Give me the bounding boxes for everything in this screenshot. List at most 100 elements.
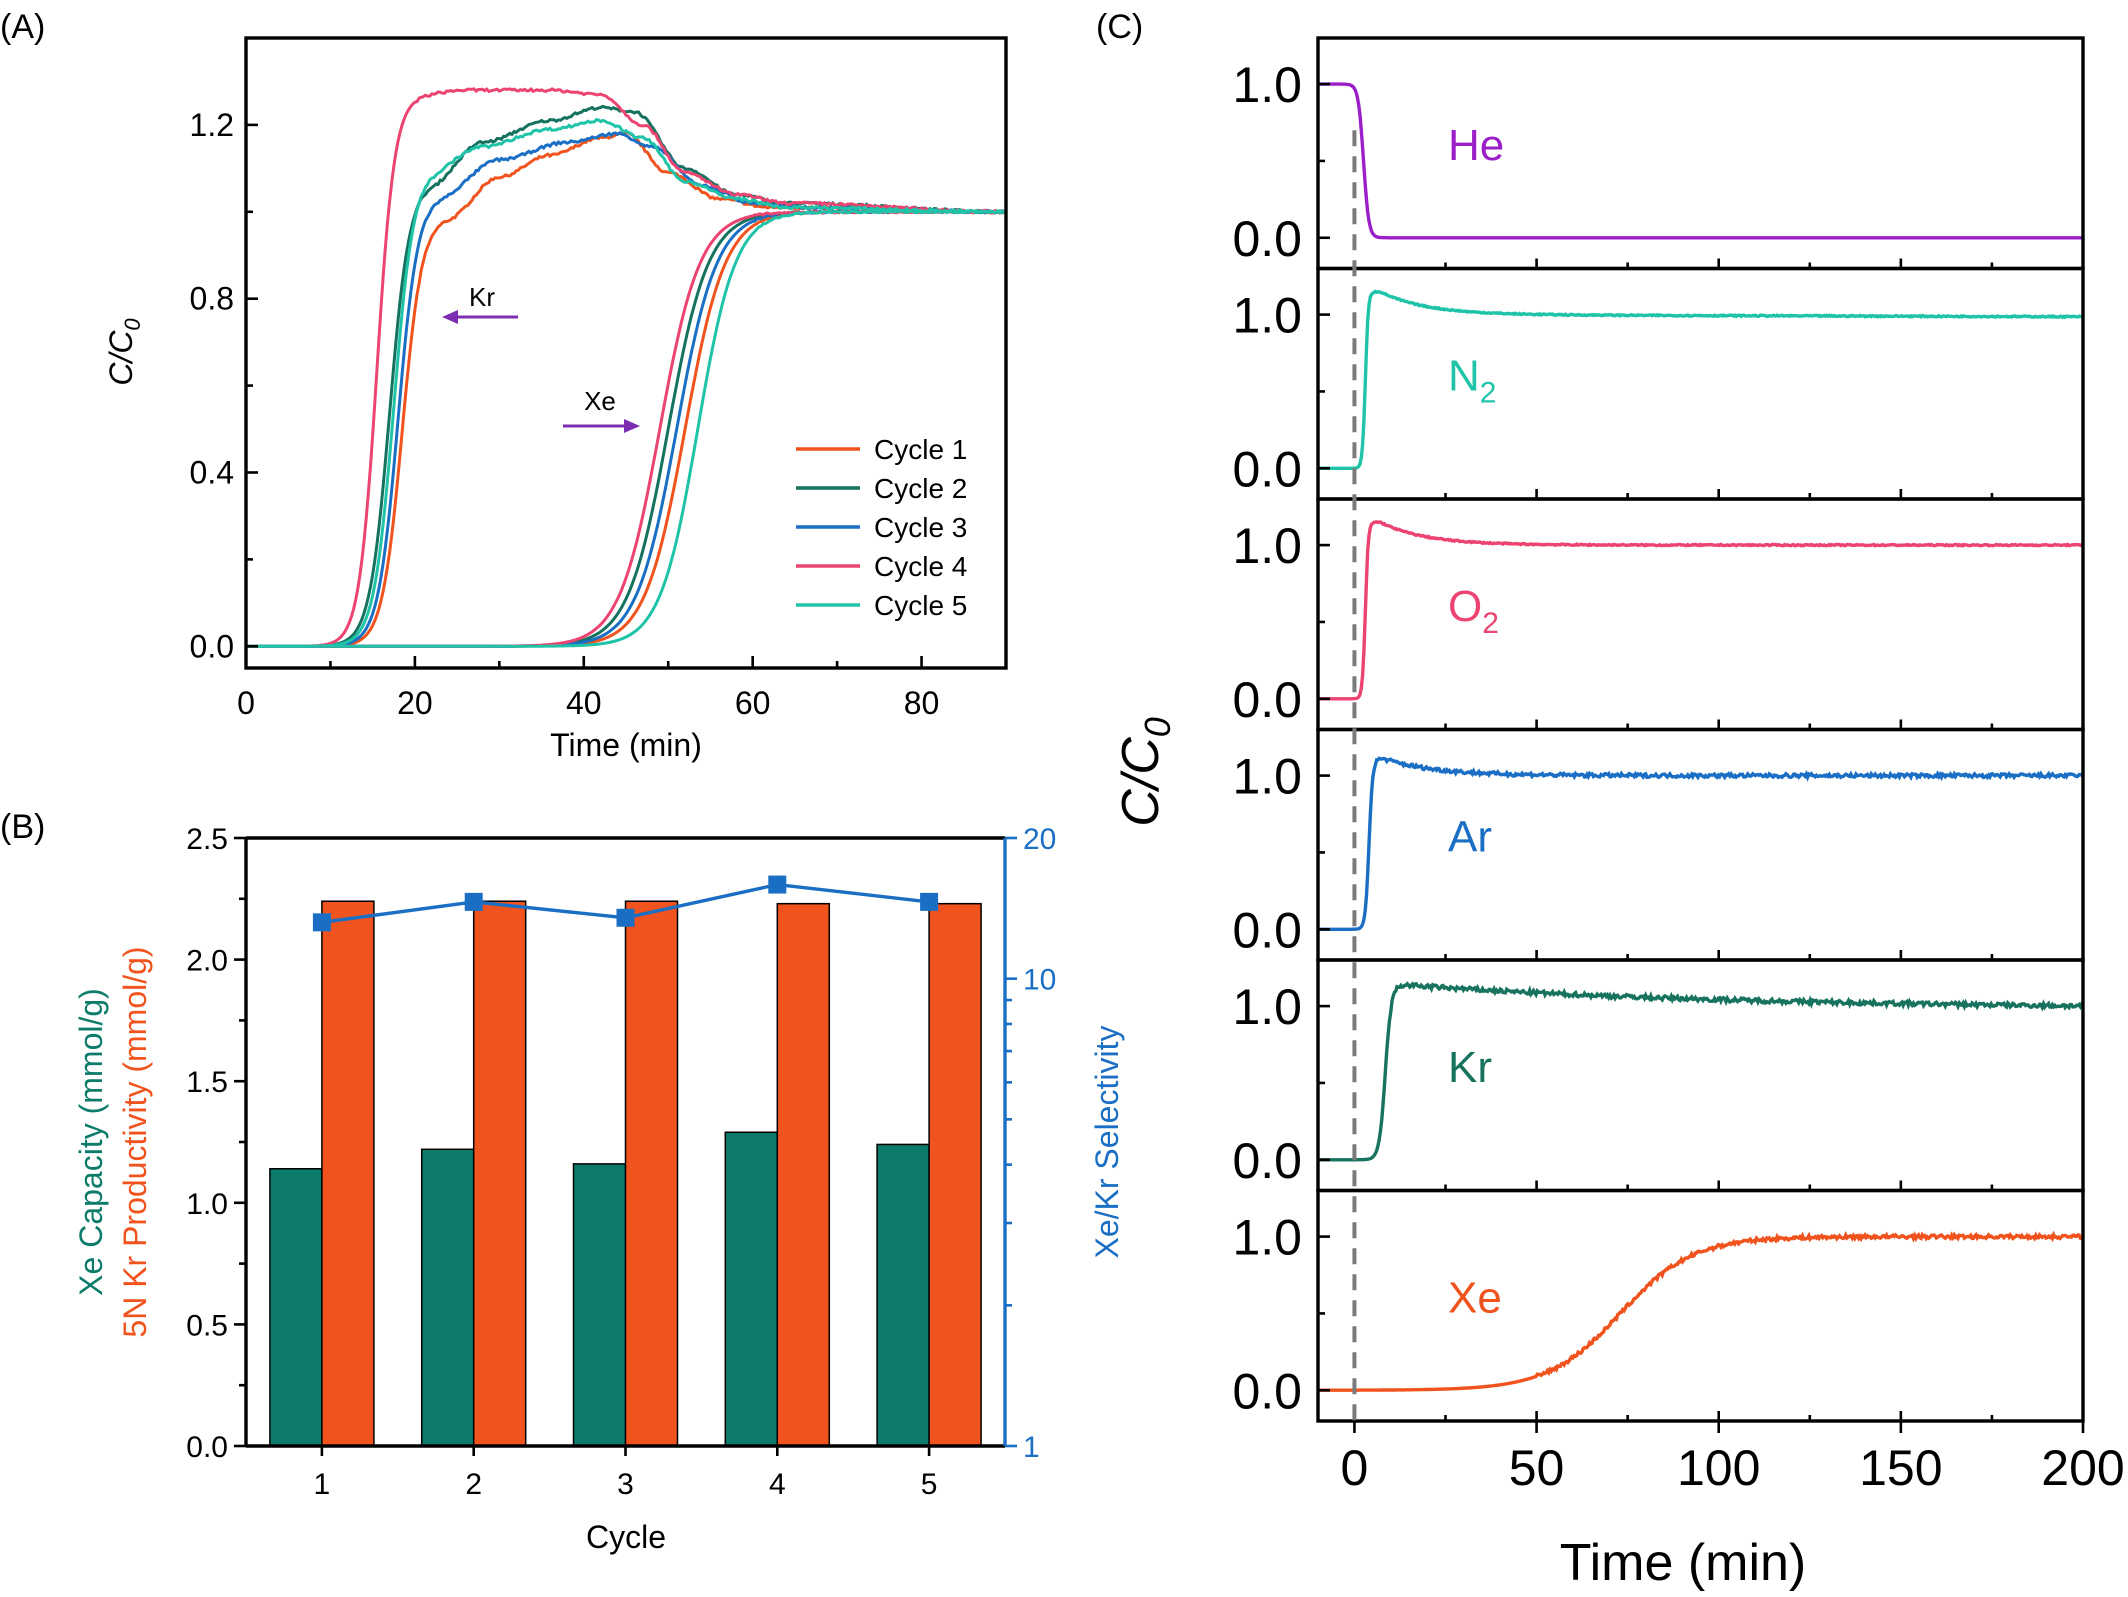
panel-a-ylabel-main: C/C [103,330,139,386]
panel-b-ticks: 1 2 3 4 5 0.0 0.5 1.0 1.5 2.0 2.5 1 10 20 [186,823,1056,1501]
panel-a-ytick-label: 0.4 [190,454,234,490]
panel-b-ytick-label: 0.5 [186,1309,228,1342]
panel-b-xtick-label: 5 [921,1468,938,1501]
subplot-ytick-label: 1.0 [1232,57,1302,113]
subplot-Kr: 0.0 1.0 Kr [1232,958,2085,1193]
panel-b-ytick-label: 1.5 [186,1066,228,1099]
cycle-5-kr-line [246,117,1007,648]
panel-a-ytick-label: 0.8 [190,281,234,317]
panel-b-label: (B) [0,808,45,846]
panel-b-xtick-label: 4 [769,1468,786,1501]
panel-b-ytick-label: 2.0 [186,945,228,978]
panel-c: (C) 0.01.0He0.01.0N20.01.0O20.01.0Ar0.01… [1096,8,2125,1592]
subplot-frame-He [1316,36,2085,271]
selectivity-point [768,875,787,894]
gas-label-main: Ar [1448,813,1492,862]
panel-c-xtick-label: 150 [1859,1440,1942,1496]
subplot-ytick-label: 1.0 [1232,979,1302,1035]
legend-label-cycle-3: Cycle 3 [874,512,967,543]
subplot-frame-Xe [1316,1188,2085,1423]
selectivity-point [920,892,939,911]
gas-label-main: O [1448,582,1482,631]
breakthrough-curve-N2 [1318,289,2083,470]
xe-capacity-bar [269,1168,323,1447]
panel-b-ylabel-selectivity: Xe/Kr Selectivity [1089,1026,1125,1259]
panel-c-xtick-label: 200 [2041,1440,2124,1496]
panel-a-series [246,86,1007,648]
gas-label-N2: N2 [1448,352,1496,410]
breakthrough-curve-Kr [1318,981,2085,1162]
legend-label-cycle-2: Cycle 2 [874,473,967,504]
xe-capacity-bar [876,1143,930,1447]
panel-c-xlabel: Time (min) [1560,1534,1807,1592]
xe-annotation-label: Xe [584,386,616,416]
subplot-frame-O2 [1316,497,2085,732]
panel-c-xtick-label: 100 [1677,1440,1760,1496]
subplot-ytick-label: 0.0 [1232,1133,1302,1189]
subplot-Ar: 0.0 1.0 Ar [1232,727,2085,962]
kr-productivity-bar [928,902,982,1447]
subplot-ytick-label: 1.0 [1232,749,1302,805]
subplot-ytick-label: 0.0 [1232,441,1302,497]
kr-productivity-bar [776,902,831,1447]
panel-c-ylabel-sub: 0 [1137,717,1178,737]
gas-label-main: N [1448,352,1480,401]
panel-c-subplots: 0.01.0He0.01.0N20.01.0O20.01.0Ar0.01.0Kr… [1232,36,2085,1423]
subplot-ytick-label: 1.0 [1232,288,1302,344]
xe-annotation: Xe [563,386,640,433]
subplot-N2: 0.0 1.0 N2 [1232,266,2085,501]
panel-a-label: (A) [0,8,45,46]
subplot-ytick-label: 0.0 [1232,902,1302,958]
xe-capacity-bar [420,1148,475,1447]
selectivity-point [616,908,635,927]
panel-a-xtick-label: 80 [904,685,940,721]
xe-arrow-head-icon [624,419,640,433]
panel-b-right-tick-label: 10 [1023,964,1056,997]
kr-productivity-bar [624,900,679,1447]
gas-label-sub: 2 [1480,377,1497,410]
subplot-Xe: 0.0 1.0 Xe [1232,1188,2085,1423]
panel-a-frame [244,36,1008,670]
gas-label-Ar: Ar [1448,813,1492,862]
panel-b-bars [269,900,982,1447]
panel-c-xtick-label: 0 [1341,1440,1369,1496]
panel-b-ytick-label: 2.5 [186,823,228,856]
panel-b-right-tick-label: 1 [1023,1431,1040,1464]
selectivity-point [312,913,331,932]
panel-b-xtick-label: 3 [617,1468,634,1501]
legend-label-cycle-5: Cycle 5 [874,590,967,621]
gas-label-main: He [1448,121,1504,170]
subplot-ytick-label: 0.0 [1232,1363,1302,1419]
panel-a-xtick-label: 60 [735,685,771,721]
breakthrough-curve-O2 [1318,520,2084,701]
panel-c-ylabel: C/C0 [1112,717,1178,827]
panel-b-xlabel: Cycle [586,1519,666,1555]
panel-c-xtick-label: 50 [1509,1440,1565,1496]
selectivity-point [464,892,483,911]
panel-a-xtick-label: 40 [566,685,602,721]
panel-a: (A) 0 20 40 60 80 0.0 0.4 0.8 1.2 Time (min) C/C… [0,8,1008,763]
gas-label-O2: O2 [1448,582,1499,640]
panel-b: (B) 1 2 3 4 5 0.0 0.5 1.0 1.5 2.0 2.5 1 10 20 Cycle X… [0,808,1125,1555]
xe-capacity-bar [724,1131,779,1447]
gas-label-main: Kr [1448,1043,1492,1092]
subplot-O2: 0.0 1.0 O2 [1232,497,2085,732]
panel-a-xlabel: Time (min) [550,727,702,763]
panel-b-ytick-label: 1.0 [186,1188,228,1221]
panel-b-selectivity [312,875,939,932]
gas-label-Kr: Kr [1448,1043,1492,1092]
cycle-5-xe-line [246,209,1007,648]
subplot-ytick-label: 1.0 [1232,1210,1302,1266]
panel-a-xtick-label: 20 [397,685,433,721]
panel-b-ylabel-kr: 5N Kr Productivity (mmol/g) [117,946,153,1337]
subplot-ytick-label: 0.0 [1232,672,1302,728]
subplot-ytick-label: 1.0 [1232,518,1302,574]
panel-c-label: (C) [1096,8,1143,46]
panel-b-right-tick-label: 20 [1023,823,1056,856]
kr-productivity-bar [321,900,375,1447]
kr-arrow-head-icon [442,310,458,324]
gas-label-main: Xe [1448,1274,1502,1323]
gas-label-He: He [1448,121,1504,170]
subplot-frame-N2 [1316,266,2085,501]
panel-c-ylabel-main: C/C [1112,737,1170,827]
